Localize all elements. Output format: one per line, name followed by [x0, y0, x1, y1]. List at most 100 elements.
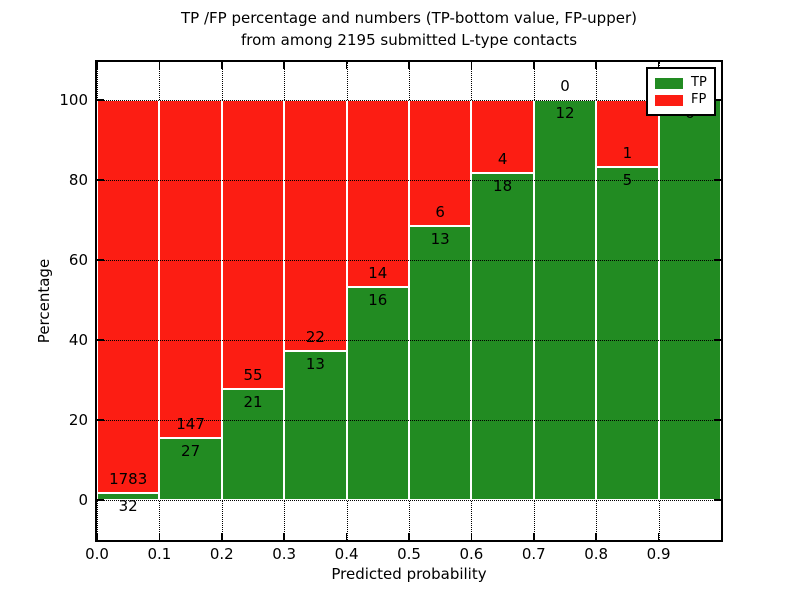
legend-entry: TP	[655, 76, 707, 90]
x-tick-mark-bottom	[657, 533, 660, 540]
x-tick-label: 0.9	[646, 545, 671, 563]
chart-title-line2: from among 2195 submitted L-type contact…	[240, 31, 578, 49]
x-tick-mark-bottom	[283, 533, 285, 540]
x-tick-mark-top	[283, 62, 285, 69]
tp-bar-segment	[97, 492, 160, 500]
y-tick-mark-left	[97, 419, 104, 421]
tp-count-label: 5	[622, 170, 633, 189]
x-tick-mark-bottom	[408, 533, 410, 540]
horizontal-gridline	[97, 420, 721, 421]
x-tick-label: 0.7	[521, 545, 546, 563]
x-tick-label: 0.4	[334, 545, 359, 563]
chart-title-line1: TP /FP percentage and numbers (TP-bottom…	[181, 9, 637, 27]
fp-legend-patch-icon	[655, 94, 683, 106]
tp-bar-segment	[471, 172, 534, 500]
tp-bar-segment	[409, 226, 472, 500]
y-tick-mark-right	[714, 179, 721, 181]
horizontal-gridline	[97, 500, 721, 501]
x-tick-label: 0.6	[459, 545, 484, 563]
y-tick-mark-right	[714, 99, 721, 101]
fp-bar-segment	[159, 100, 222, 438]
y-tick-label: 0	[78, 491, 88, 509]
y-tick-label: 60	[68, 251, 88, 269]
legend-entry-label: TP	[691, 75, 707, 90]
y-tick-mark-right	[714, 259, 721, 261]
y-tick-mark-left	[97, 339, 104, 341]
x-tick-mark-bottom	[470, 533, 473, 540]
x-tick-label: 0.2	[209, 545, 234, 563]
x-tick-label: 0.0	[85, 545, 109, 563]
tp-count-label: 13	[305, 355, 325, 374]
tp-bar-segment	[533, 100, 597, 500]
fp-count-label: 22	[305, 328, 325, 347]
x-axis-title: Predicted probability	[331, 565, 487, 583]
tp-count-label: 12	[555, 104, 575, 122]
fp-count-label: 6	[435, 203, 445, 222]
x-tick-mark-bottom	[158, 533, 161, 540]
y-tick-label: 100	[59, 91, 88, 109]
horizontal-gridline	[97, 180, 721, 181]
y-tick-mark-left	[97, 99, 104, 101]
x-tick-mark-bottom	[595, 533, 597, 540]
tp-count-label: 16	[368, 290, 388, 309]
y-tick-mark-left	[97, 259, 104, 261]
tp-bar-segment	[221, 389, 285, 500]
x-tick-label: 0.1	[147, 545, 172, 563]
tp-count-label: 32	[118, 496, 138, 515]
tp-bar-segment	[159, 437, 222, 500]
horizontal-gridline	[97, 260, 721, 261]
fp-bar-segment	[346, 100, 409, 287]
x-tick-label: 0.8	[584, 545, 609, 563]
x-tick-mark-top	[657, 62, 660, 69]
y-axis-title: Percentage	[35, 258, 53, 344]
x-tick-mark-bottom	[221, 533, 223, 540]
x-tick-mark-top	[158, 62, 161, 69]
fp-count-label: 1	[622, 143, 633, 162]
tp-count-label: 13	[430, 230, 450, 249]
fp-bar-segment	[97, 100, 160, 493]
fp-bar-segment	[221, 100, 285, 390]
legend: TP FP	[646, 67, 716, 116]
y-tick-mark-right	[714, 499, 721, 501]
x-tick-label: 0.5	[397, 545, 421, 563]
y-tick-label: 40	[68, 331, 88, 349]
tp-bar-segment	[284, 351, 347, 500]
fp-bar-segment	[409, 100, 472, 227]
tp-count-label: 21	[243, 393, 263, 412]
x-tick-mark-bottom	[96, 533, 98, 540]
fp-count-label: 4	[497, 149, 508, 168]
y-tick-mark-left	[97, 179, 104, 181]
x-tick-label: 0.3	[272, 545, 297, 563]
tp-legend-patch-icon	[655, 77, 683, 89]
y-tick-label: 80	[68, 171, 88, 189]
x-tick-mark-top	[533, 62, 535, 69]
x-tick-mark-top	[96, 62, 98, 69]
tp-bar-segment	[658, 100, 721, 500]
fp-count-label: 1783	[109, 469, 148, 488]
x-tick-mark-top	[345, 62, 348, 69]
horizontal-gridline	[97, 340, 721, 341]
x-tick-mark-bottom	[345, 533, 348, 540]
y-tick-label: 20	[68, 411, 88, 429]
tp-count-label: 18	[493, 176, 513, 195]
legend-entry-label: FP	[691, 92, 707, 107]
x-tick-mark-top	[408, 62, 410, 69]
chart-title: TP /FP percentage and numbers (TP-bottom…	[97, 7, 721, 51]
fp-count-label: 147	[176, 414, 205, 433]
fp-count-label: 14	[368, 263, 388, 282]
fp-bar-segment	[284, 100, 347, 352]
fp-count-label: 55	[243, 366, 263, 385]
x-tick-mark-bottom	[533, 533, 535, 540]
y-tick-mark-right	[714, 419, 721, 421]
x-tick-mark-top	[470, 62, 473, 69]
tp-bar-segment	[596, 166, 659, 500]
fp-count-label: 0	[560, 77, 570, 95]
legend-entry: FP	[655, 93, 707, 107]
x-tick-mark-top	[221, 62, 223, 69]
plot-area: 178332147275521221314166134180121506 TPF…	[95, 60, 723, 542]
y-tick-mark-left	[97, 499, 104, 501]
x-tick-mark-top	[595, 62, 597, 69]
horizontal-gridline	[97, 100, 721, 101]
tp-bar-segment	[346, 286, 409, 500]
